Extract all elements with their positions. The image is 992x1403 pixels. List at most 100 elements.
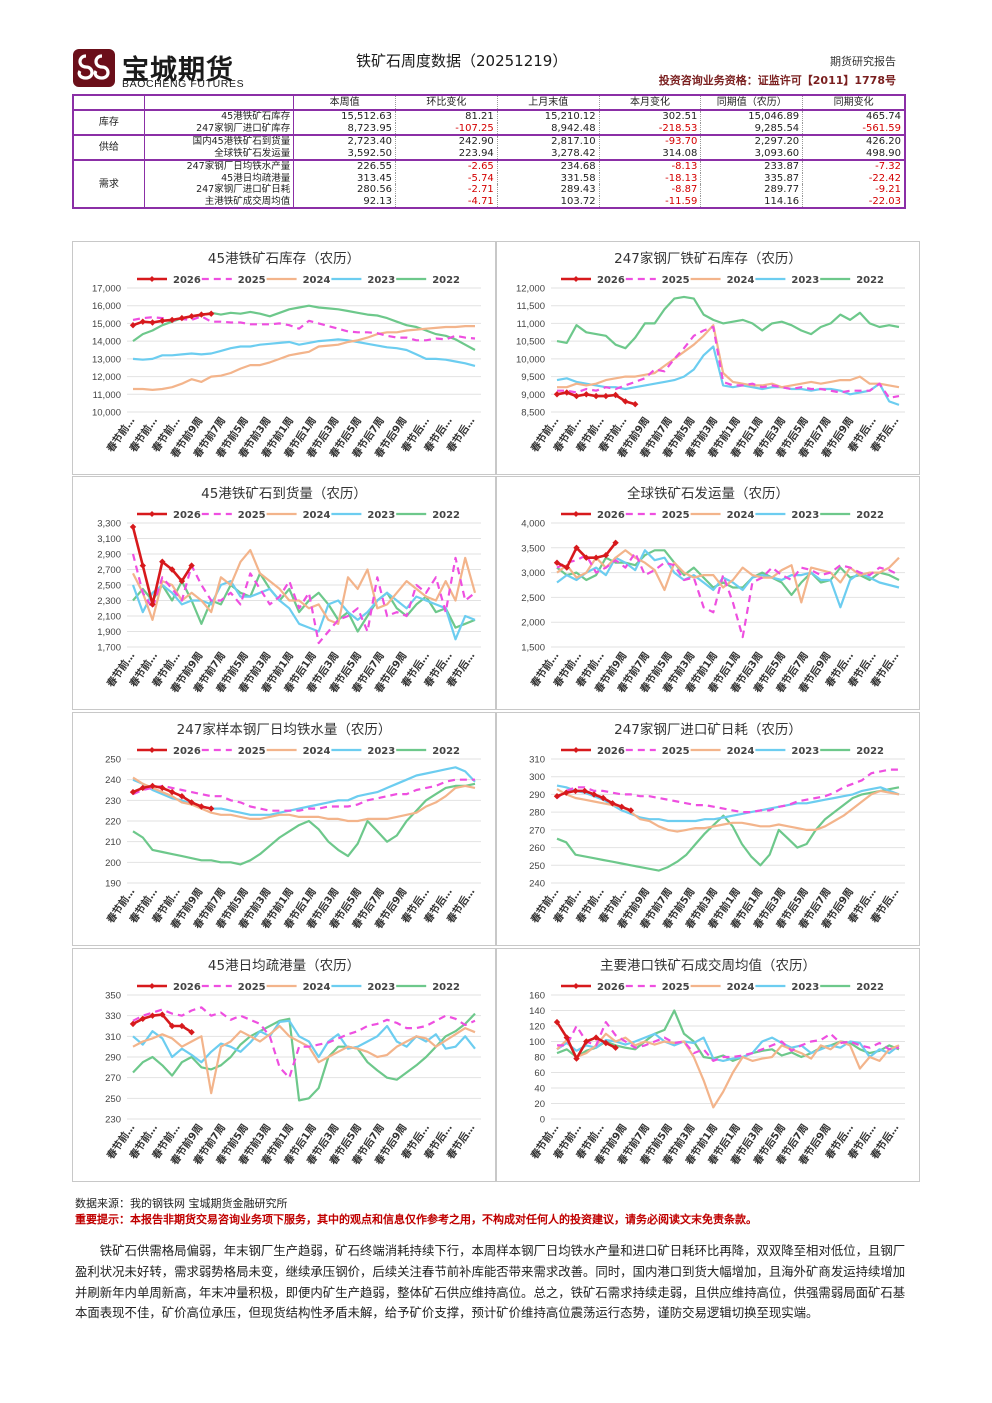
row-item-label: 247家钢厂进口矿日耗 — [144, 184, 295, 196]
legend-label: 2022 — [432, 275, 460, 286]
table-row: 全球铁矿石发运量 3,592.50 223.94 3,278.42 314.08 3,09… — [73, 147, 906, 160]
value-cell: 242.90 — [395, 134, 498, 148]
data-point-2026 — [573, 1055, 580, 1062]
data-point-2026 — [178, 314, 186, 322]
row-item-label: 247家钢厂进口矿库存 — [144, 122, 295, 135]
legend-label: 2026 — [597, 510, 625, 521]
company-logo: 宝城期货 BAOCHENG FUTURES — [72, 46, 302, 92]
value-cell: -107.25 — [395, 122, 498, 135]
y-tick-label: 10,000 — [92, 408, 121, 419]
chart-panel: 247家样本钢厂日均铁水量（农历） 2026 2025 2024 2023 2022 190… — [72, 712, 496, 946]
y-tick-label: 290 — [105, 1053, 121, 1064]
value-cell: 15,046.89 — [700, 110, 804, 123]
y-tick-label: 12,000 — [516, 284, 545, 295]
y-tick-label: 1,500 — [521, 643, 545, 654]
value-cell: 289.43 — [497, 184, 600, 196]
table-row: 库存 45港铁矿石库存 15,512.63 81.21 15,210.12 302.51 1… — [73, 110, 906, 135]
series-line-2024 — [557, 324, 900, 389]
group-label: 需求 — [73, 159, 145, 208]
legend-marker — [149, 511, 155, 517]
data-point-2026 — [583, 391, 590, 398]
value-cell: 302.51 — [599, 110, 702, 123]
series-line-2025 — [557, 1020, 900, 1063]
chart-panel: 45港日均疏港量（农历） 2026 2025 2024 2023 2022 230 250 27… — [72, 948, 496, 1182]
data-point-2026 — [573, 392, 580, 400]
y-tick-label: 10,500 — [516, 337, 545, 348]
y-tick-label: 2,500 — [521, 593, 545, 604]
legend-label: 2022 — [432, 510, 460, 521]
legend-label: 2024 — [303, 510, 331, 521]
data-point-2026 — [129, 523, 137, 531]
value-cell: 335.87 — [700, 172, 804, 184]
legend-label: 2025 — [662, 275, 690, 286]
data-point-2026 — [129, 322, 137, 329]
legend-label: 2026 — [597, 275, 625, 286]
legend-label: 2023 — [367, 982, 395, 993]
header-blank — [144, 95, 295, 111]
series-line-2022 — [132, 572, 476, 633]
value-cell: -18.13 — [599, 172, 702, 184]
legend-label: 2023 — [791, 510, 819, 521]
y-tick-label: 3,100 — [97, 534, 121, 545]
legend-label: 2024 — [727, 982, 755, 993]
data-point-2026 — [139, 318, 146, 325]
y-tick-label: 240 — [529, 879, 545, 890]
y-tick-label: 300 — [529, 772, 545, 783]
value-cell: -9.21 — [802, 184, 906, 196]
value-cell: -2.71 — [395, 184, 498, 196]
data-point-2026 — [139, 784, 146, 792]
table-row: 45港日均疏港量 313.45 -5.74 331.58 -18.13 335.87 -22… — [73, 172, 906, 184]
legend-marker — [149, 276, 155, 282]
legend-label: 2026 — [173, 510, 201, 521]
chart-title: 247家钢厂铁矿石库存（农历） — [614, 250, 802, 267]
y-tick-label: 10,000 — [516, 354, 545, 365]
company-name-en: BAOCHENG FUTURES — [122, 78, 245, 90]
legend-marker — [149, 983, 155, 989]
line-chart: 247家样本钢厂日均铁水量（农历） 2026 2025 2024 2023 2022 190… — [104, 721, 481, 931]
y-tick-label: 3,500 — [521, 543, 545, 554]
y-tick-label: 60 — [534, 1068, 545, 1079]
legend-marker — [573, 983, 579, 989]
chart-panel: 247家钢厂进口矿日耗（农历） 2026 2025 2024 2023 2022 240 25… — [496, 712, 920, 946]
legend-label: 2023 — [791, 746, 819, 757]
y-tick-label: 11,500 — [517, 301, 545, 312]
data-point-2026 — [553, 391, 561, 398]
y-tick-label: 8,500 — [521, 408, 545, 419]
legend-marker — [573, 511, 579, 517]
y-tick-label: 2,100 — [97, 612, 121, 623]
summary-table: 本周值 环比变化 上月末值 本月变化 同期值（农历） 同期变化 库存 45港铁矿石… — [72, 94, 906, 209]
legend-label: 2024 — [727, 746, 755, 757]
value-cell: 2,723.40 — [293, 134, 397, 148]
table-row: 供给 国内45港铁矿石到货量 2,723.40 242.90 2,817.10 -93.7… — [73, 134, 906, 160]
legend-label: 2023 — [367, 510, 395, 521]
chart-title: 45港铁矿石到货量（农历） — [201, 485, 367, 502]
legend-label: 2024 — [727, 510, 755, 521]
value-cell: -2.65 — [395, 159, 498, 173]
header-cell: 同期变化 — [802, 95, 906, 111]
y-tick-label: 13,000 — [92, 354, 121, 365]
y-tick-label: 80 — [534, 1053, 545, 1064]
y-tick-label: 240 — [105, 775, 121, 786]
value-cell: 313.45 — [293, 172, 397, 184]
chart-panel: 247家钢厂铁矿石库存（农历） 2026 2025 2024 2023 2022 8,500… — [496, 241, 920, 475]
series-line-2023 — [132, 338, 476, 367]
value-cell: 465.74 — [802, 110, 906, 123]
data-point-2026 — [553, 559, 561, 566]
line-chart: 主要港口铁矿石成交周均值（农历） 2026 2025 2024 2023 2022 0 20 4… — [528, 957, 905, 1167]
series-line-2025 — [132, 778, 475, 812]
chart-title: 247家钢厂进口矿日耗（农历） — [614, 721, 802, 738]
legend-label: 2022 — [856, 275, 884, 286]
series-line-2022 — [556, 295, 900, 350]
y-tick-label: 16,000 — [92, 301, 121, 312]
value-cell: 103.72 — [497, 195, 600, 208]
series-line-2025 — [557, 325, 900, 399]
chart-title: 主要港口铁矿石成交周均值（农历） — [600, 957, 816, 974]
series-line-2025 — [556, 551, 900, 639]
legend-label: 2022 — [856, 746, 884, 757]
chart-title: 全球铁矿石发运量（农历） — [627, 485, 789, 502]
legend-label: 2023 — [367, 746, 395, 757]
legend-label: 2026 — [173, 746, 201, 757]
data-point-2026 — [602, 1039, 610, 1047]
y-tick-label: 280 — [529, 808, 545, 819]
value-cell: 15,512.63 — [293, 110, 397, 123]
